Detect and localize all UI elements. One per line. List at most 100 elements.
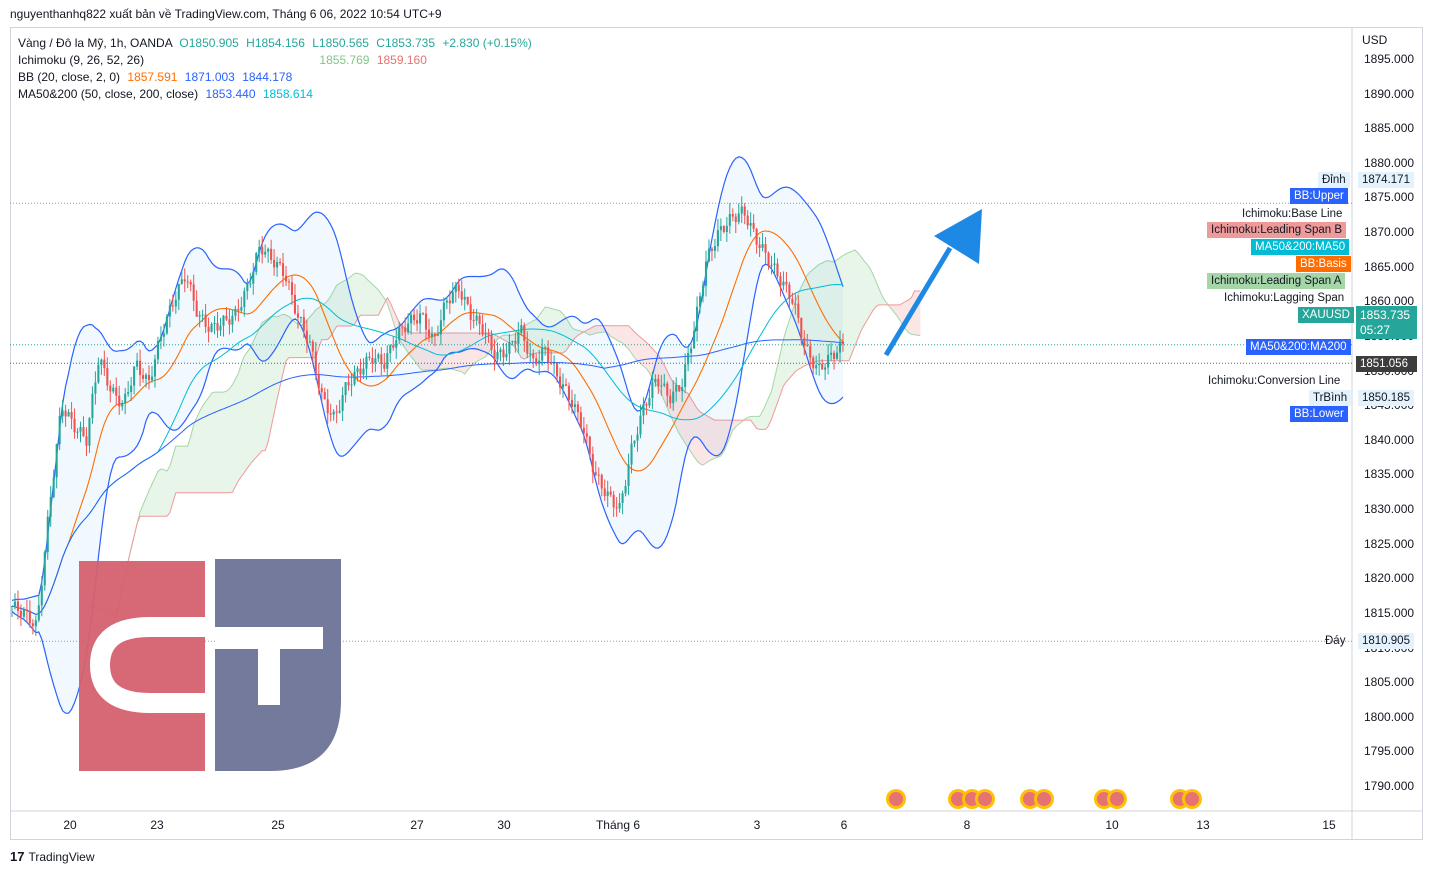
candle-body — [502, 349, 505, 358]
ichimoku-cloud-segment — [697, 408, 701, 464]
countdown: 05:27 — [1360, 323, 1391, 337]
ichimoku-cloud-segment — [694, 403, 698, 461]
tag-ma50: MA50&200:MA50 — [1251, 239, 1350, 255]
ichimoku-cloud-segment — [598, 325, 602, 333]
ichimoku-cloud-segment — [294, 321, 298, 358]
candle-body — [547, 347, 550, 362]
candle-body — [34, 620, 37, 627]
ichimoku-cloud-segment — [589, 326, 593, 336]
candle-body — [156, 341, 159, 360]
tradingview-brand[interactable]: 17 TradingView — [10, 849, 95, 864]
candle-body — [52, 477, 55, 498]
candle-body — [19, 610, 22, 617]
candle-body — [228, 319, 231, 325]
candle-body — [469, 304, 472, 321]
candle-body — [225, 315, 228, 320]
candle-body — [615, 507, 618, 509]
candle-body — [773, 263, 776, 265]
ichimoku-span-b-line — [89, 290, 921, 617]
candle-body — [746, 215, 749, 226]
candle-body — [171, 305, 174, 307]
ichimoku-cloud-segment — [220, 392, 224, 493]
candle-body — [740, 206, 743, 214]
ichimoku-cloud-segment — [688, 393, 692, 453]
candle-body — [31, 623, 34, 627]
ichimoku-label: Ichimoku (9, 26, 52, 26) — [18, 53, 145, 67]
candle-body — [529, 353, 532, 355]
candle-body — [195, 300, 198, 317]
ichimoku-cloud-segment — [533, 319, 537, 355]
ichimoku-cloud-segment — [184, 446, 188, 493]
candle-body — [636, 434, 639, 441]
ichimoku-cloud-segment — [566, 317, 569, 351]
candle-body — [284, 275, 288, 282]
candle-body — [109, 385, 112, 392]
candle-body — [186, 281, 189, 283]
candle-body — [264, 251, 267, 255]
tag-ma200: MA50&200:MA200 — [1246, 339, 1351, 355]
candle-body — [142, 375, 145, 379]
ichimoku-cloud-segment — [452, 333, 456, 371]
candle-body — [10, 605, 14, 607]
candle-body — [713, 246, 716, 251]
candle-body — [37, 605, 40, 621]
candle-body — [666, 383, 669, 396]
ichimoku-cloud-segment — [679, 386, 683, 439]
price-chart[interactable] — [10, 27, 1423, 840]
candle-body — [576, 404, 579, 413]
candle-body — [240, 306, 243, 311]
ichimoku-cloud-segment — [857, 252, 861, 339]
high-value: H1854.156 — [246, 36, 305, 50]
candle-body — [430, 333, 434, 337]
bb-lower-line — [11, 263, 844, 714]
candle-body — [639, 415, 642, 435]
candle-body — [326, 399, 329, 414]
ichimoku-cloud-segment — [405, 328, 409, 353]
ichimoku-cloud-segment — [408, 330, 412, 357]
candle-body — [782, 281, 785, 286]
candle-body — [147, 374, 151, 381]
candle-body — [779, 276, 782, 286]
candle-body — [177, 283, 180, 300]
candle-body — [553, 363, 556, 365]
ichimoku-cloud-segment — [274, 316, 278, 414]
event-flag-icon-inner — [951, 792, 965, 806]
candle-body — [824, 367, 827, 370]
ichimoku-cloud-segment — [691, 398, 695, 457]
time-tick-label: 10 — [1105, 818, 1119, 832]
ichimoku-cloud-segment — [205, 397, 209, 493]
candle-body — [669, 395, 672, 404]
ichimoku-cloud-segment — [899, 303, 903, 325]
candle-body — [499, 349, 502, 353]
candle-body — [594, 472, 597, 475]
candle-body — [696, 306, 699, 332]
ichimoku-cloud-segment — [143, 497, 147, 517]
candle-body — [564, 384, 568, 386]
candle-body — [305, 330, 308, 343]
ichimoku-cloud-segment — [369, 281, 373, 316]
event-flag-icon-inner — [1097, 792, 1111, 806]
candle-body — [556, 363, 559, 377]
candle-body — [162, 333, 165, 337]
candle-body — [389, 345, 392, 354]
candle-body — [341, 395, 344, 411]
candle-body — [788, 284, 791, 299]
ichimoku-cloud-segment — [851, 250, 855, 354]
candle-body — [707, 248, 711, 262]
tradingview-logo-icon: 17 — [10, 849, 25, 864]
ichimoku-cloud-segment — [551, 308, 555, 353]
candle-body — [335, 411, 338, 413]
candle-body — [150, 376, 154, 381]
ichimoku-cloud-segment — [643, 339, 647, 369]
ichimoku-cloud-segment — [720, 420, 724, 456]
candle-body — [535, 358, 538, 365]
candle-body — [401, 327, 404, 329]
candle-body — [791, 298, 794, 304]
tag-trbinh-value: 1850.185 — [1358, 390, 1414, 406]
ichimoku-cloud-segment — [446, 333, 450, 369]
candle-body — [460, 291, 463, 300]
ichimoku-cloud-segment — [467, 333, 471, 371]
tag-dinh: Đỉnh — [1318, 172, 1350, 188]
ichimoku-cloud-segment — [530, 320, 534, 356]
candle-body — [267, 248, 270, 252]
